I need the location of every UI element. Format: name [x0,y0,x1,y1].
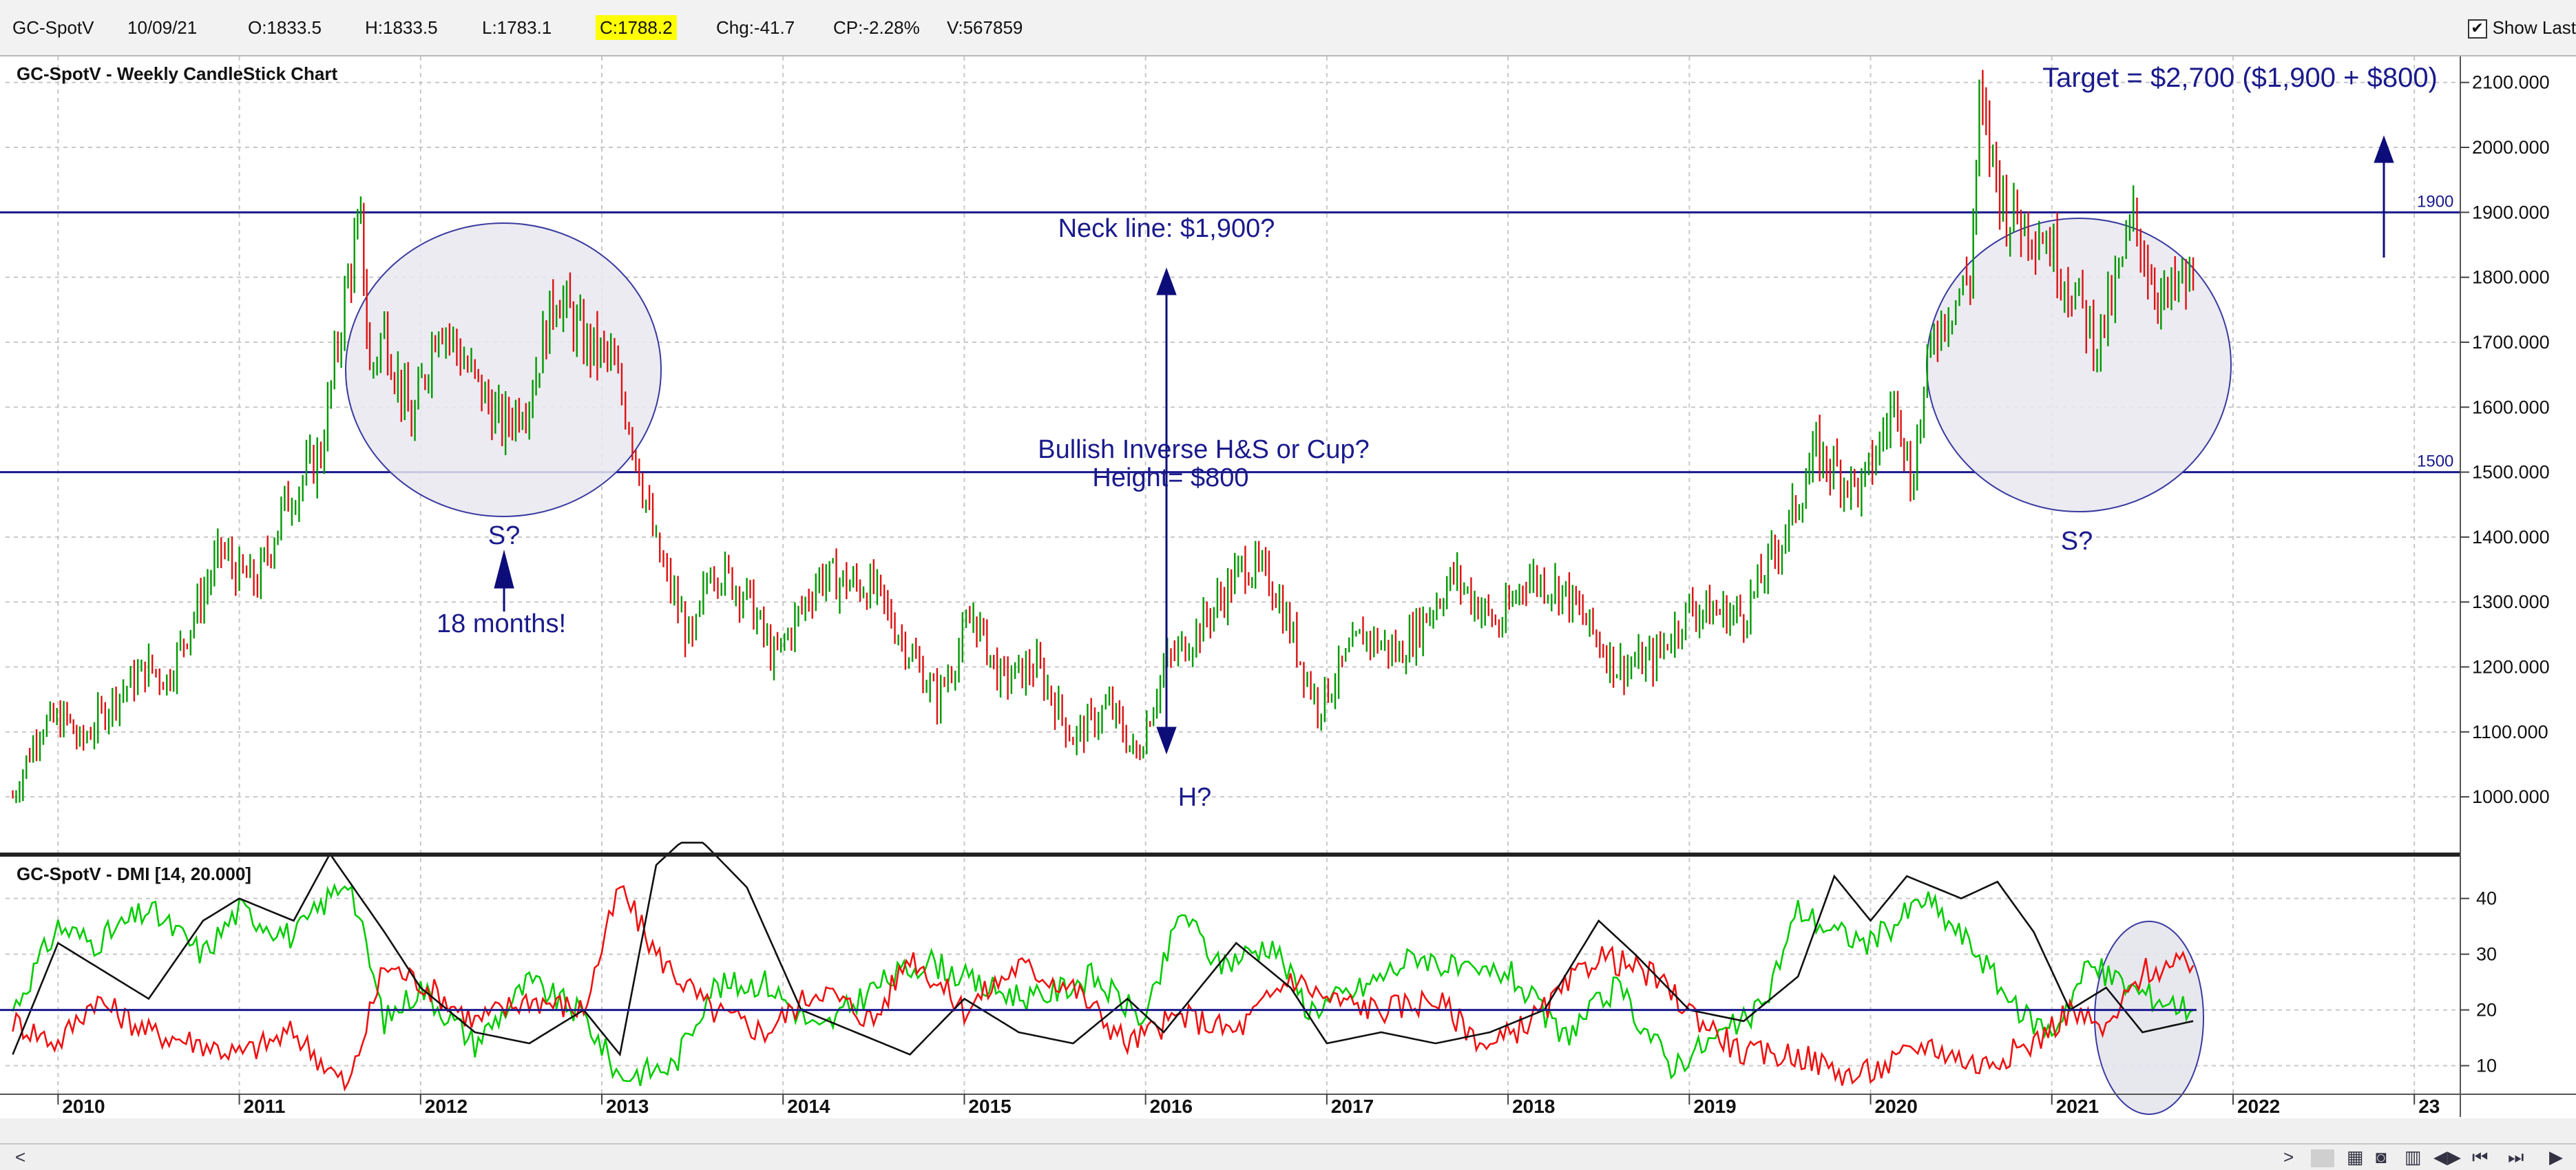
year-tick-label: 2018 [1512,1096,1555,1117]
price-tick-label: 1700.000 [2472,332,2550,353]
dmi-highlight-circle [2094,921,2204,1115]
price-tick-label: 1800.000 [2472,267,2550,288]
price-chart-svg[interactable]: 1900 1500 Target = $2,700 ($1,900 + $800)… [0,56,2576,1118]
dmi-tick-label: 40 [2476,888,2497,909]
navigation-bar: < > ▦ ◙ ▥ ◀▶ ⏮ ⏭ ▶ [0,1143,2576,1170]
year-tick-label: 2019 [1693,1096,1736,1117]
dmi-tick-label: 10 [2476,1056,2497,1076]
price-tick-label: 1000.000 [2472,786,2550,807]
chart-area[interactable]: 1900 1500 Target = $2,700 ($1,900 + $800)… [0,56,2576,1118]
high-value: H:1833.5 [365,17,438,38]
scroll-thumb[interactable] [2311,1146,2334,1168]
symbol-label: GC-SpotV [12,17,94,38]
pattern-annotation-line1: Bullish Inverse H&S or Cup? [1038,435,1370,464]
reference-line-label: 1500 [2417,452,2453,471]
pattern-annotation-line2: Height= $800 [1092,463,1248,492]
scroll-left-button[interactable]: < [15,1147,26,1167]
year-tick-label: 2012 [425,1096,468,1117]
year-tick-label: 2015 [968,1096,1011,1117]
dmi-tick-label: 30 [2476,944,2497,965]
duration-label: 18 months! [437,609,566,638]
nav-control-3[interactable]: ▥ [2405,1147,2422,1167]
date-label: 10/09/21 [127,17,198,38]
price-tick-label: 1900.000 [2472,202,2550,222]
year-tick-label: 2010 [62,1096,105,1117]
reference-line-label: 1900 [2417,192,2453,211]
year-tick-label: 2020 [1875,1096,1918,1117]
price-tick-label: 1200.000 [2472,657,2550,678]
price-panel-title: GC-SpotV - Weekly CandleStick Chart [17,63,338,84]
year-tick-label: 2021 [2056,1096,2099,1117]
show-last-checkbox[interactable]: ✔ [2467,19,2487,39]
y-axis-line [2460,56,2461,1117]
year-tick-label: 2016 [1150,1096,1193,1117]
duration-arrow-head [494,550,514,589]
quote-bar: GC-SpotV 10/09/21 O:1833.5 H:1833.5 L:17… [0,0,2576,56]
price-tick-label: 2100.000 [2472,72,2550,93]
x-axis-line [0,1094,2576,1095]
nav-control-6[interactable]: ⏭ [2508,1147,2524,1167]
dmi-panel-title: GC-SpotV - DMI [14, 20.000] [17,864,251,884]
year-tick-label: 2014 [787,1096,830,1117]
dmi-series-line [12,842,2194,1057]
year-tick-label: 2022 [2237,1096,2280,1117]
year-tick-label: 2011 [244,1096,286,1117]
neckline-annotation: Neck line: $1,900? [1058,214,1275,243]
target-arrow-head [2374,135,2394,163]
left-shoulder-circle [345,222,662,517]
dmi-tick-label: 20 [2476,1000,2497,1021]
left-shoulder-label: S? [488,521,520,550]
panel-separator [0,855,2460,857]
low-value: L:1783.1 [482,17,552,38]
price-tick-label: 1400.000 [2472,527,2550,547]
show-last-toggle[interactable]: ✔ Show Last [2467,15,2576,40]
close-value: C:1788.2 [596,15,677,40]
dmi-top-border [0,853,2460,857]
year-tick-label: 23 [2418,1096,2440,1117]
height-arrow-up-head [1156,267,1177,295]
year-tick-label: 2013 [606,1096,649,1117]
height-arrow-down-head [1156,727,1177,755]
year-tick-label: 2017 [1331,1096,1374,1117]
change-value: Chg:-41.7 [716,17,795,38]
nav-control-1[interactable]: ▦ [2347,1147,2364,1167]
right-shoulder-label: S? [2061,527,2093,556]
show-last-label: Show Last [2492,17,2576,38]
price-tick-label: 1500.000 [2472,462,2550,483]
nav-control-2[interactable]: ◙ [2376,1147,2387,1167]
price-tick-label: 1600.000 [2472,397,2550,417]
volume-value: V:567859 [947,17,1023,38]
nav-control-5[interactable]: ⏮ [2472,1147,2489,1167]
price-tick-label: 1100.000 [2472,722,2548,742]
open-value: O:1833.5 [248,17,322,38]
scroll-right-button[interactable]: > [2283,1147,2294,1167]
target-annotation: Target = $2,700 ($1,900 + $800) [2042,63,2438,93]
price-tick-label: 1300.000 [2472,592,2550,612]
nav-control-4[interactable]: ◀▶ [2433,1147,2461,1167]
dmi-series-line [12,885,2195,1092]
nav-control-7[interactable]: ▶ [2549,1147,2563,1167]
price-tick-label: 2000.000 [2472,137,2550,158]
head-label: H? [1178,783,1212,812]
change-pct-value: CP:-2.28% [833,17,920,38]
